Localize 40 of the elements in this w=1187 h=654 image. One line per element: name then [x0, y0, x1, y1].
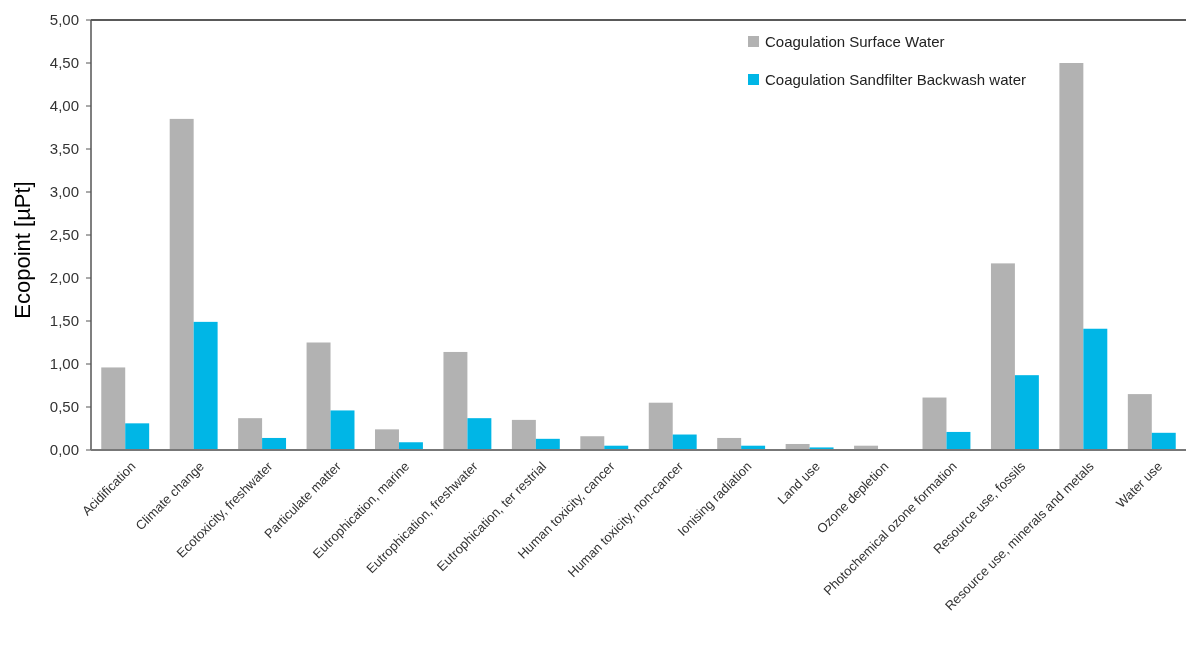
bar — [990, 263, 1015, 450]
bar — [101, 367, 126, 450]
y-tick-label: 3,00 — [49, 183, 79, 201]
y-tick-label: 0,00 — [49, 441, 79, 459]
bar — [398, 442, 423, 450]
bar — [443, 351, 468, 450]
y-tick-label: 3,50 — [49, 140, 79, 158]
bar — [922, 397, 947, 450]
bar — [580, 436, 605, 450]
bar — [375, 429, 399, 450]
bar — [648, 402, 673, 450]
bar — [169, 118, 194, 450]
y-axis-title: Ecopoint [µPt] — [10, 181, 35, 319]
bar — [1127, 394, 1152, 450]
bar — [125, 423, 150, 450]
bar — [717, 437, 742, 450]
y-tick-label: 5,00 — [49, 11, 79, 29]
bar — [193, 321, 218, 450]
y-tick-label: 1,00 — [49, 355, 79, 373]
y-tick-label: 2,00 — [49, 269, 79, 287]
bar — [672, 434, 697, 450]
legend-label: Coagulation Surface Water — [765, 33, 945, 51]
bar — [535, 438, 560, 450]
bar — [467, 418, 492, 450]
bar — [330, 410, 355, 450]
bar — [306, 342, 331, 450]
bar — [946, 431, 971, 450]
y-tick-label: 0,50 — [49, 398, 79, 416]
y-tick-label: 4,00 — [49, 97, 79, 115]
bar — [262, 437, 287, 450]
y-tick-label: 2,50 — [49, 226, 79, 244]
y-tick-label: 1,50 — [49, 312, 79, 330]
y-tick-label: 4,50 — [49, 54, 79, 72]
bar — [238, 418, 263, 450]
bar — [511, 419, 536, 450]
bar — [1059, 63, 1084, 450]
bar — [1151, 432, 1176, 450]
legend-label: Coagulation Sandfilter Backwash water — [765, 71, 1026, 89]
bar — [1014, 375, 1039, 450]
bar — [1083, 328, 1108, 450]
